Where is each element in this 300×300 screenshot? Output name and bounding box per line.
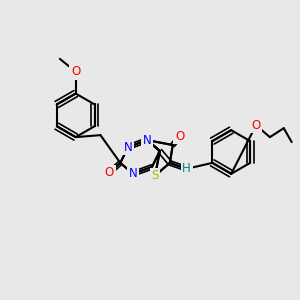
- Text: O: O: [175, 130, 184, 142]
- Text: O: O: [105, 166, 114, 179]
- Text: O: O: [251, 119, 261, 132]
- Text: N: N: [129, 167, 137, 180]
- Text: H: H: [182, 162, 191, 175]
- Text: N: N: [143, 134, 152, 147]
- Text: S: S: [151, 169, 159, 182]
- Text: O: O: [71, 65, 80, 78]
- Text: N: N: [124, 140, 133, 154]
